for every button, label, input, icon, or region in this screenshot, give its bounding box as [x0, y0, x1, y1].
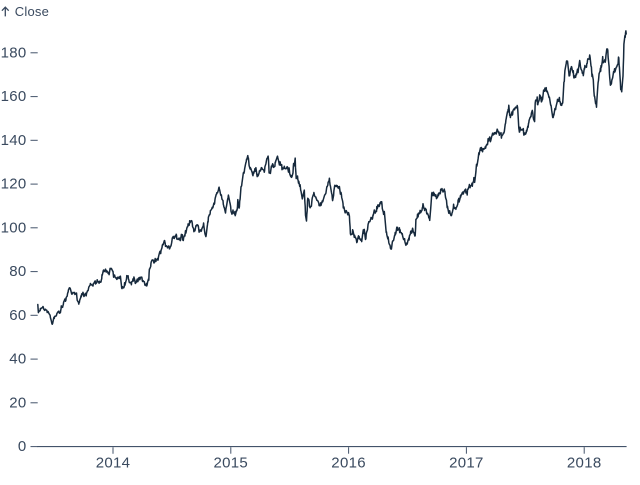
svg-text:2018: 2018 — [567, 454, 602, 471]
svg-text:100: 100 — [1, 219, 27, 236]
svg-text:160: 160 — [1, 88, 27, 105]
svg-text:2014: 2014 — [96, 454, 131, 471]
svg-text:Close: Close — [15, 4, 49, 19]
svg-text:20: 20 — [9, 394, 26, 411]
svg-text:80: 80 — [9, 263, 26, 280]
svg-text:120: 120 — [1, 176, 27, 193]
svg-text:0: 0 — [18, 438, 27, 455]
svg-text:180: 180 — [1, 44, 27, 61]
svg-text:140: 140 — [1, 132, 27, 149]
svg-text:2016: 2016 — [331, 454, 366, 471]
svg-text:40: 40 — [9, 351, 26, 368]
svg-text:60: 60 — [9, 307, 26, 324]
svg-text:2017: 2017 — [449, 454, 484, 471]
svg-text:2015: 2015 — [214, 454, 249, 471]
